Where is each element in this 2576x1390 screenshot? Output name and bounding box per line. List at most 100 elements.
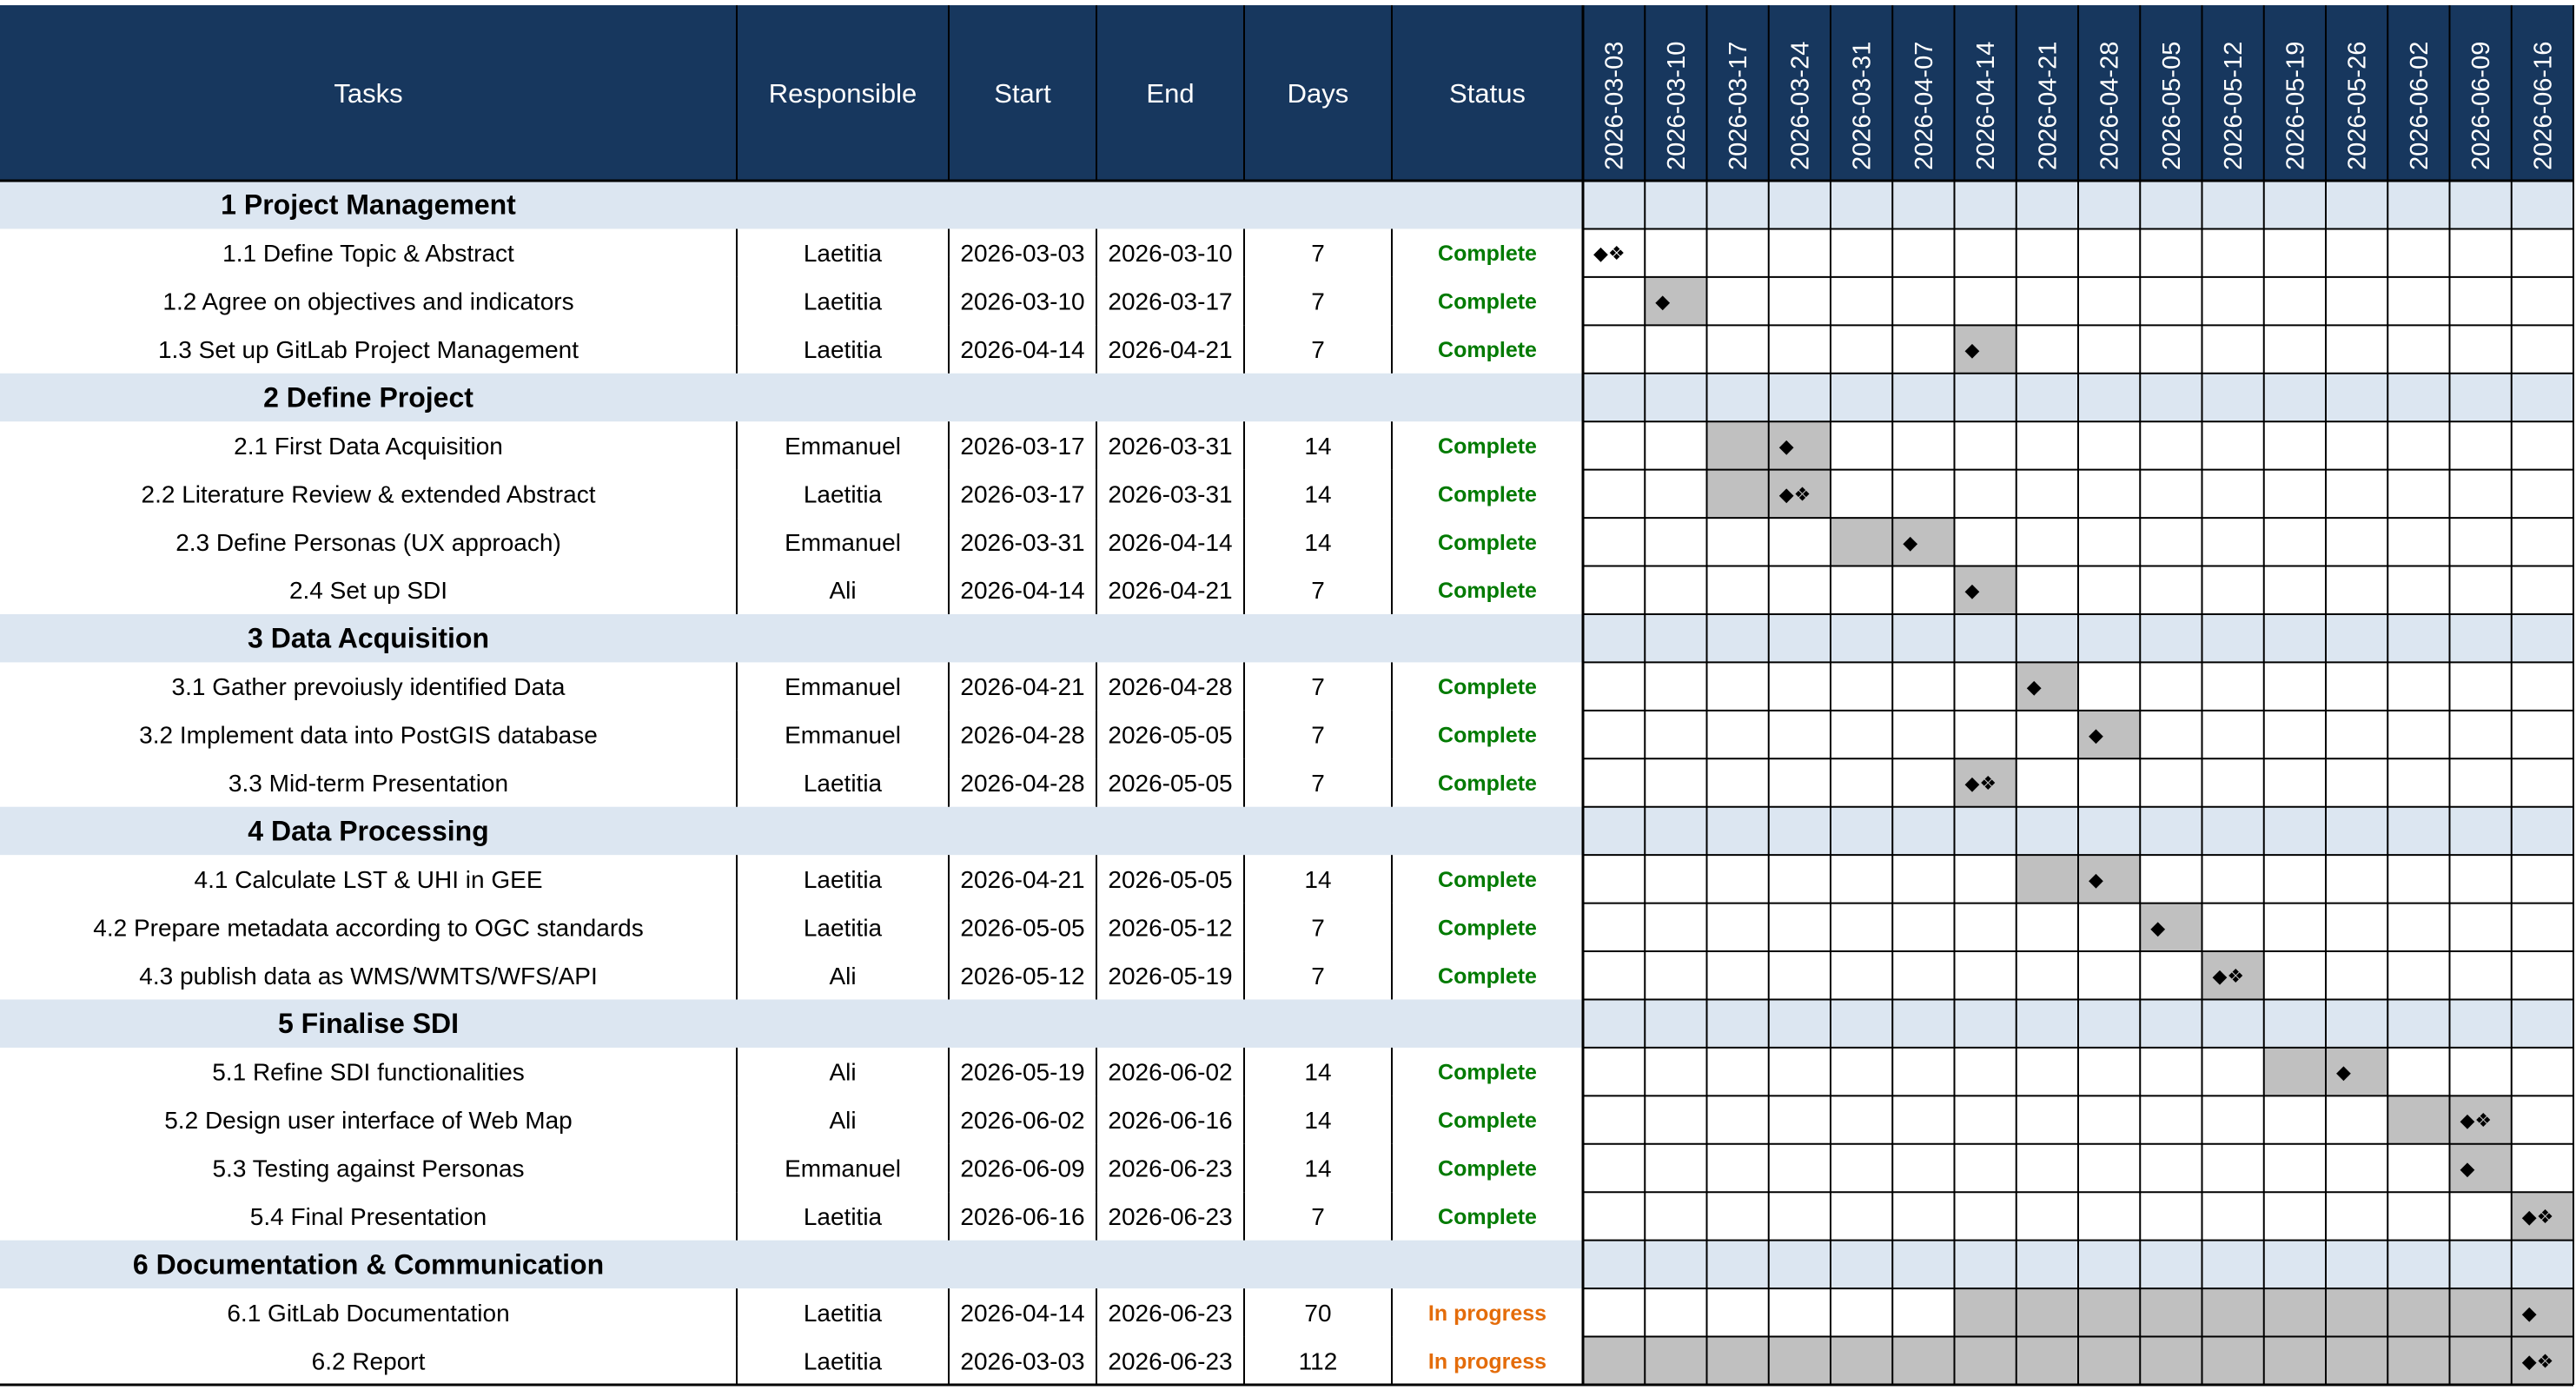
bar-cell [1583,1336,1646,1385]
task-days: 7 [1311,288,1325,315]
task-days: 7 [1311,770,1325,797]
task-name: 5.4 Final Presentation [250,1203,487,1230]
grid-lines [0,5,2574,1387]
task-responsible: Ali [829,963,856,990]
task-end: 2026-04-21 [1108,336,1232,363]
week-label: 2026-05-05 [2158,42,2186,170]
bar-cell [2140,1288,2202,1337]
task-responsible: Laetitia [804,1300,883,1327]
milestone-marker: ◆❖ [2213,966,2245,988]
task-name: 6.2 Report [312,1347,426,1374]
week-label: 2026-04-07 [1910,42,1938,170]
section-title: 1 Project Management [221,189,516,221]
task-days: 14 [1304,1059,1331,1086]
task-days: 7 [1311,577,1325,604]
task-days: 7 [1311,240,1325,267]
task-status: Complete [1438,771,1537,796]
task-status: Complete [1438,1109,1537,1133]
task-responsible: Laetitia [804,1347,883,1374]
bar-cell [1768,469,1831,519]
section-title: 6 Documentation & Communication [133,1248,604,1280]
section-title: 5 Finalise SDI [278,1008,459,1039]
task-status: In progress [1428,1301,1546,1326]
section-band [0,613,2573,663]
task-start: 2026-03-17 [960,480,1084,507]
task-end: 2026-04-21 [1108,577,1232,604]
task-days: 14 [1304,433,1331,460]
task-days: 112 [1299,1347,1338,1374]
task-start: 2026-06-09 [960,1155,1084,1182]
bar-cell [1831,518,1893,566]
task-status: Complete [1438,1061,1537,1085]
task-end: 2026-03-10 [1108,240,1232,267]
task-responsible: Emmanuel [785,722,901,749]
bar-cell [2449,1143,2512,1193]
week-label: 2026-06-02 [2406,42,2434,170]
bar-cell [2449,1288,2512,1337]
task-name: 1.2 Agree on objectives and indicators [162,288,573,315]
task-days: 7 [1311,722,1325,749]
task-status: Complete [1438,434,1537,459]
bar-cell [1706,469,1769,519]
task-days: 14 [1304,1155,1331,1182]
week-label: 2026-06-09 [2467,42,2495,170]
bar-cell [2016,1336,2078,1385]
task-start: 2026-06-16 [960,1203,1084,1230]
task-responsible: Ali [829,1107,856,1134]
task-status: Complete [1438,242,1537,266]
bar-cell [1706,421,1769,470]
task-start: 2026-03-03 [960,240,1084,267]
section-band [0,1240,2573,1289]
task-responsible: Emmanuel [785,529,901,556]
header-start: Start [994,78,1051,109]
task-end: 2026-06-23 [1108,1203,1232,1230]
bar-cell [1954,758,2016,807]
milestone-marker: ◆ [1655,292,1670,314]
task-start: 2026-03-17 [960,433,1084,460]
task-status: Complete [1438,1205,1537,1229]
bar-cell [1954,325,2016,374]
header-status: Status [1449,78,1526,109]
bar-cell [2140,903,2202,952]
week-label: 2026-04-14 [1972,42,2000,170]
task-start: 2026-03-10 [960,288,1084,315]
bar-cell [1954,1336,2016,1385]
section-title: 3 Data Acquisition [248,623,489,654]
bar-cell [1645,276,1707,326]
bar-cell [2263,1047,2326,1096]
milestone-marker: ◆ [2089,870,2103,891]
task-end: 2026-06-23 [1108,1155,1232,1182]
task-name: 5.2 Design user interface of Web Map [164,1107,573,1134]
task-name: 3.3 Mid-term Presentation [228,770,508,797]
task-end: 2026-03-17 [1108,288,1232,315]
milestone-marker: ◆❖ [2522,1207,2554,1228]
task-days: 14 [1304,480,1331,507]
task-end: 2026-06-16 [1108,1107,1232,1134]
task-days: 14 [1304,866,1331,893]
milestone-marker: ◆ [1779,436,1794,458]
task-start: 2026-04-14 [960,1300,1084,1327]
section-band [0,181,2573,229]
task-status: Complete [1438,1157,1537,1182]
bar-cell [2078,1336,2141,1385]
task-responsible: Laetitia [804,866,883,893]
bar-cell [2511,1192,2573,1241]
task-name: 5.3 Testing against Personas [212,1155,524,1182]
task-name: 5.1 Refine SDI functionalities [212,1059,525,1086]
task-responsible: Ali [829,577,856,604]
task-status: In progress [1428,1349,1546,1373]
week-axis: 2026-03-03 2026-03-10 2026-03-17 2026-03-24… [1601,42,2558,170]
bar-cell [1831,1336,1893,1385]
task-end: 2026-05-19 [1108,963,1232,990]
task-name: 3.2 Implement data into PostGIS database [139,722,598,749]
task-end: 2026-05-05 [1108,866,1232,893]
task-name: 3.1 Gather prevoiusly identified Data [172,673,566,700]
milestone-marker: ◆ [2089,725,2103,747]
bar-cell [2387,1336,2450,1385]
task-days: 7 [1311,963,1325,990]
milestone-marker: ◆❖ [2460,1110,2493,1132]
milestone-marker: ◆ [2460,1159,2475,1181]
task-end: 2026-03-31 [1108,480,1232,507]
task-end: 2026-04-28 [1108,673,1232,700]
